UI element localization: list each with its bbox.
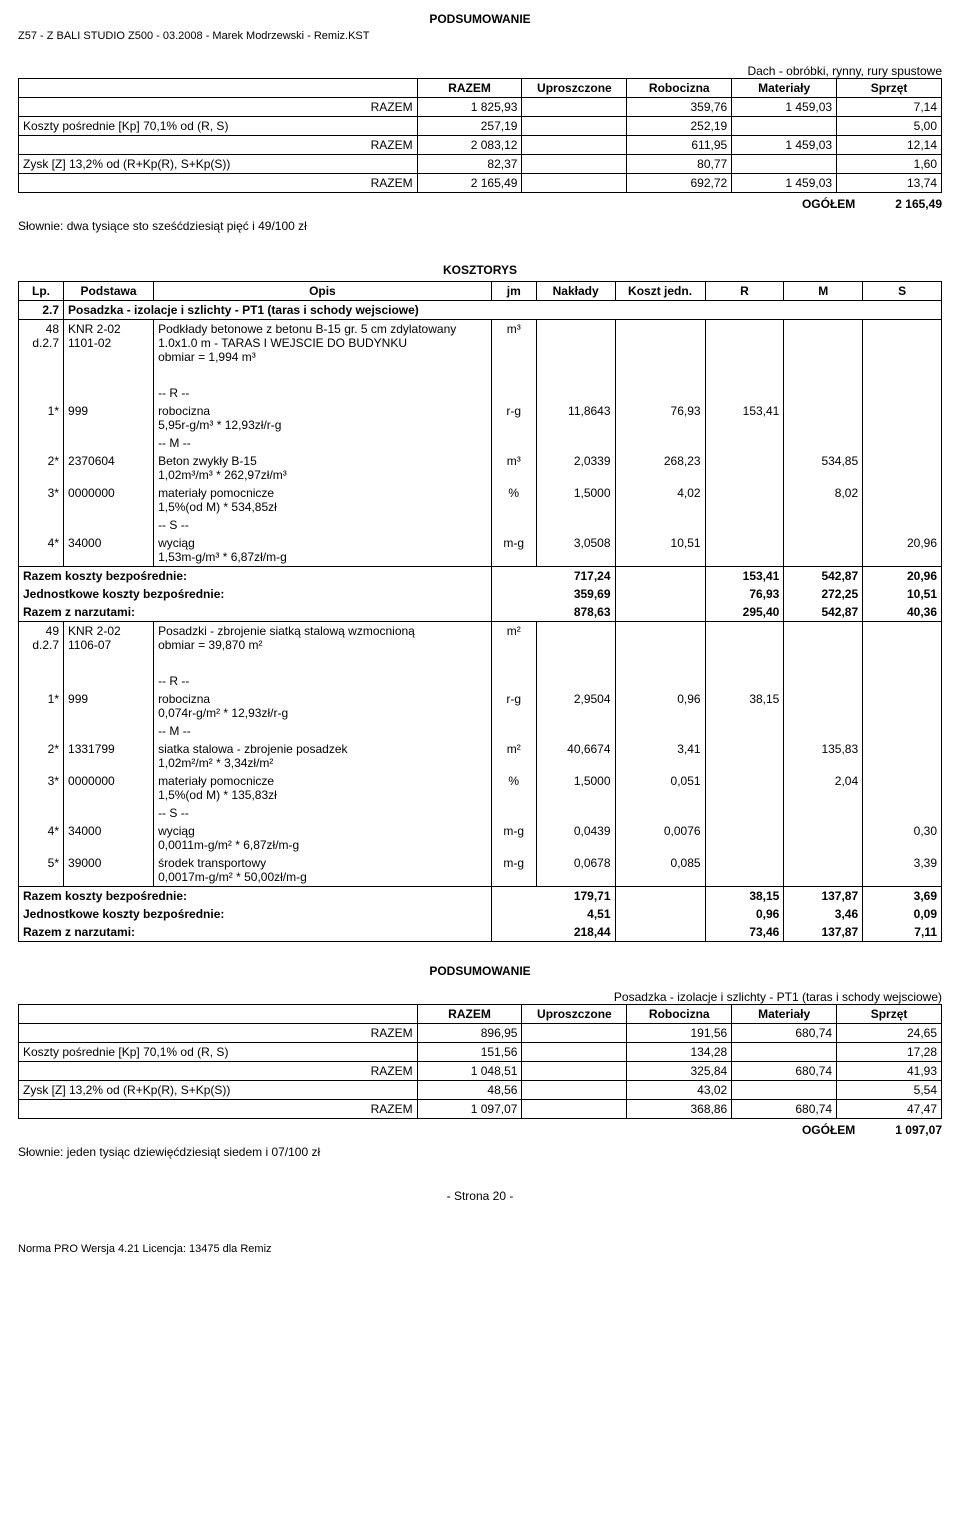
ogolem-value: 2 165,49 [895, 197, 942, 211]
ogolem-value: 1 097,07 [895, 1123, 942, 1137]
line-row: 3*0000000materiały pomocnicze1,5%(od M) … [19, 772, 942, 804]
doc-ref: Z57 - Z BALI STUDIO Z500 - 03.2008 - Mar… [18, 30, 942, 42]
summary2-title: Posadzka - izolacje i szlichty - PT1 (ta… [18, 990, 942, 1004]
line-row: 1*999robocizna5,95r-g/m³ * 12,93zł/r-gr-… [19, 402, 942, 434]
table-row: RAZEM1 048,51325,84680,7441,93 [19, 1062, 942, 1081]
ogolem-label: OGÓŁEM [802, 197, 855, 211]
table-row: RAZEM1 097,07368,86680,7447,47 [19, 1100, 942, 1119]
page-footer: - Strona 20 - [18, 1189, 942, 1203]
totals-row: Razem z narzutami:878,63295,40542,8740,3… [19, 603, 942, 622]
summary1-ogolem: OGÓŁEM 2 165,49 [18, 197, 942, 211]
line-row: 2*1331799siatka stalowa - zbrojenie posa… [19, 740, 942, 772]
summary2-ogolem: OGÓŁEM 1 097,07 [18, 1123, 942, 1137]
ogolem-label: OGÓŁEM [802, 1123, 855, 1137]
totals-row: Razem z narzutami:218,4473,46137,877,11 [19, 923, 942, 942]
summary2-table: RAZEMUproszczoneRobociznaMateriałySprzęt… [18, 1004, 942, 1119]
kosztorys-table: Lp.PodstawaOpisjmNakładyKoszt jedn.RMS 2… [18, 281, 942, 942]
line-row: 4*34000wyciąg1,53m-g/m³ * 6,87zł/m-gm-g3… [19, 534, 942, 567]
line-row: 2*2370604Beton zwykły B-151,02m³/m³ * 26… [19, 452, 942, 484]
line-row: 5*39000środek transportowy0,0017m-g/m² *… [19, 854, 942, 887]
table-row: Zysk [Z] 13,2% od (R+Kp(R), S+Kp(S))82,3… [19, 155, 942, 174]
line-row: 4*34000wyciąg0,0011m-g/m² * 6,87zł/m-gm-… [19, 822, 942, 854]
totals-row: Jednostkowe koszty bezpośrednie:359,6976… [19, 585, 942, 603]
table-row: Koszty pośrednie [Kp] 70,1% od (R, S)257… [19, 117, 942, 136]
table-row: Zysk [Z] 13,2% od (R+Kp(R), S+Kp(S))48,5… [19, 1081, 942, 1100]
kosztorys-title: KOSZTORYS [18, 263, 942, 277]
item-row: 49d.2.7KNR 2-021106-07Posadzki - zbrojen… [19, 622, 942, 655]
totals-row: Razem koszty bezpośrednie:717,24153,4154… [19, 567, 942, 586]
table-row: RAZEM1 825,93359,761 459,037,14 [19, 98, 942, 117]
table-row: RAZEM2 165,49692,721 459,0313,74 [19, 174, 942, 193]
line-row: 3*0000000materiały pomocnicze1,5%(od M) … [19, 484, 942, 516]
totals-row: Razem koszty bezpośrednie:179,7138,15137… [19, 887, 942, 906]
totals-row: Jednostkowe koszty bezpośrednie:4,510,96… [19, 905, 942, 923]
summary1-table: RAZEMUproszczoneRobociznaMateriałySprzęt… [18, 78, 942, 193]
podsumowanie-title: PODSUMOWANIE [18, 12, 942, 26]
separator-row: -- M -- [19, 722, 942, 740]
table-row: RAZEM896,95191,56680,7424,65 [19, 1024, 942, 1043]
separator-row: -- R -- [19, 672, 942, 690]
item-row: 48d.2.7KNR 2-021101-02Podkłady betonowe … [19, 320, 942, 367]
summary2-slownie: Słownie: jeden tysiąc dziewięćdziesiąt s… [18, 1145, 942, 1159]
separator-row: -- R -- [19, 384, 942, 402]
table-row: Koszty pośrednie [Kp] 70,1% od (R, S)151… [19, 1043, 942, 1062]
summary1-slownie: Słownie: dwa tysiące sto sześćdziesiąt p… [18, 219, 942, 233]
separator-row: -- S -- [19, 516, 942, 534]
bottom-note: Norma PRO Wersja 4.21 Licencja: 13475 dl… [18, 1243, 942, 1255]
summary1-title: Dach - obróbki, rynny, rury spustowe [18, 64, 942, 78]
line-row: 1*999robocizna0,074r-g/m² * 12,93zł/r-gr… [19, 690, 942, 722]
separator-row: -- M -- [19, 434, 942, 452]
table-row: RAZEM2 083,12611,951 459,0312,14 [19, 136, 942, 155]
summary2-podsumowanie: PODSUMOWANIE [18, 964, 942, 978]
separator-row: -- S -- [19, 804, 942, 822]
section-row: 2.7Posadzka - izolacje i szlichty - PT1 … [19, 301, 942, 320]
